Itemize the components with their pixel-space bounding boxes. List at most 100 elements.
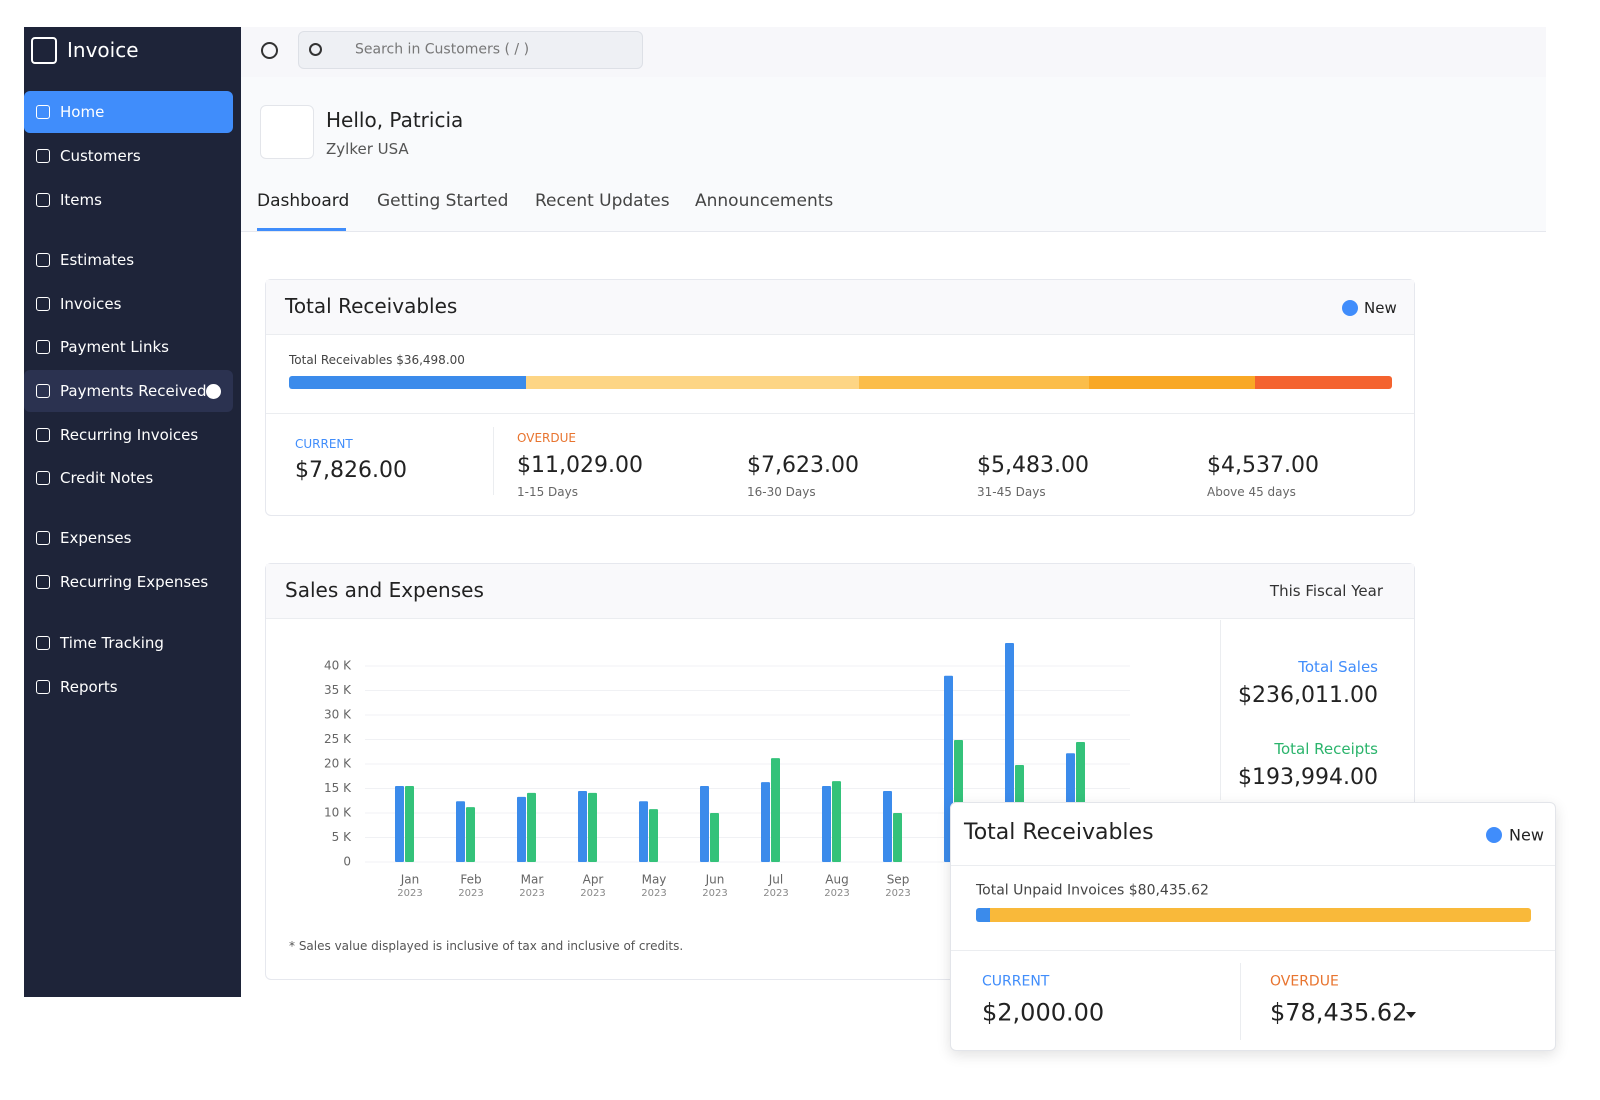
sales-card [265,563,1415,980]
overdue-range: Above 45 days [1207,484,1296,499]
nav-icon [36,105,50,119]
x-tick-label: May [642,873,667,887]
chart-note: * Sales value displayed is inclusive of … [289,938,684,953]
y-tick-label: 20 K [324,757,352,771]
nav-item: Home [60,103,105,121]
tab-indicator [257,228,346,231]
bar [710,813,719,862]
card-header [266,280,1414,335]
tab[interactable]: Getting Started [377,190,509,211]
divider [951,950,1555,951]
y-tick-label: 40 K [324,659,352,673]
bar-segment [289,376,526,389]
overdue-range: 1-15 Days [517,484,578,499]
nav-icon [36,193,50,207]
bar [578,790,587,862]
bar-segment [525,376,859,389]
x-tick-year: 2023 [519,888,544,899]
card-header [266,564,1414,619]
bar-segment [1254,376,1392,389]
x-tick-label: Jul [768,873,783,887]
total-label: Total Sales [1298,658,1378,676]
total-label: Total Receipts [1274,740,1378,758]
overdue-amount: $5,483.00 [977,452,1089,478]
nav-item: Payment Links [60,338,169,356]
overdue-label: OVERDUE [517,430,576,445]
overlay-card [950,802,1556,1051]
divider [951,865,1555,866]
bar-segment [858,376,1090,389]
x-tick-year: 2023 [702,888,727,899]
bar [761,782,770,862]
x-tick-label: Jan [400,873,420,887]
bar-segment [989,908,1531,922]
bar [893,813,902,862]
nav-item: Time Tracking [60,634,164,652]
new-button[interactable]: New [1364,299,1397,317]
nav-icon [36,149,50,163]
nav-icon [36,680,50,694]
x-tick-label: Aug [825,873,848,887]
nav-icon [36,428,50,442]
bar [832,781,841,862]
x-tick-year: 2023 [580,888,605,899]
history-icon [261,42,278,59]
active-item[interactable] [24,91,233,133]
nav-icon [36,384,50,398]
overdue-range: 31-45 Days [977,484,1046,499]
bar [883,790,892,862]
new-button[interactable]: New [1509,825,1544,845]
bar [700,786,709,862]
bar [822,786,831,862]
bar [456,801,465,862]
x-tick-label: Feb [460,873,481,887]
org-icon [260,105,314,159]
search-box[interactable] [298,31,643,69]
add-icon [206,384,221,399]
divider [493,427,494,495]
nav-icon [36,575,50,589]
tab[interactable]: Recent Updates [535,190,670,211]
receivables-card [265,279,1415,516]
nav-item: Invoices [60,295,122,313]
greeting-area [241,77,1546,232]
tab[interactable]: Dashboard [257,190,350,211]
total-text: Total Unpaid Invoices $80,435.62 [976,882,1209,899]
overdue-amount: $7,623.00 [747,452,859,478]
bar [466,807,475,862]
current-amount: $2,000.00 [982,998,1105,1027]
x-tick-label: Mar [521,873,544,887]
brand: Invoice [67,38,139,62]
divider [266,413,1414,414]
bar [588,792,597,862]
overdue-range: 16-30 Days [747,484,816,499]
nav-icon [36,531,50,545]
x-tick-label: Sep [887,873,910,887]
y-tick-label: 15 K [324,781,352,795]
nav-item: Customers [60,147,141,165]
overdue-label: OVERDUE [1270,973,1339,990]
x-tick-year: 2023 [763,888,788,899]
sidebar [24,27,241,997]
period-select[interactable]: This Fiscal Year [1269,582,1383,600]
y-tick-label: 10 K [324,806,352,820]
nav-item: Reports [60,678,118,696]
nav-icon [36,297,50,311]
y-tick-label: 25 K [324,732,352,746]
divider [1220,620,1221,800]
nav-icon [36,471,50,485]
nav-item: Credit Notes [60,469,154,487]
overdue-amount: $78,435.62 [1270,998,1408,1027]
current-label: CURRENT [295,436,353,451]
greeting: Hello, Patricia [326,108,464,132]
bar [639,801,648,862]
total-value: $236,011.00 [1238,682,1378,708]
current-label: CURRENT [982,973,1050,990]
org-name: Zylker USA [326,140,409,158]
new-icon [1342,300,1358,316]
bar [771,758,780,862]
y-tick-label: 0 [343,855,351,869]
hover-item[interactable] [24,370,233,412]
x-tick-label: Apr [583,873,604,887]
tab[interactable]: Announcements [695,190,834,211]
